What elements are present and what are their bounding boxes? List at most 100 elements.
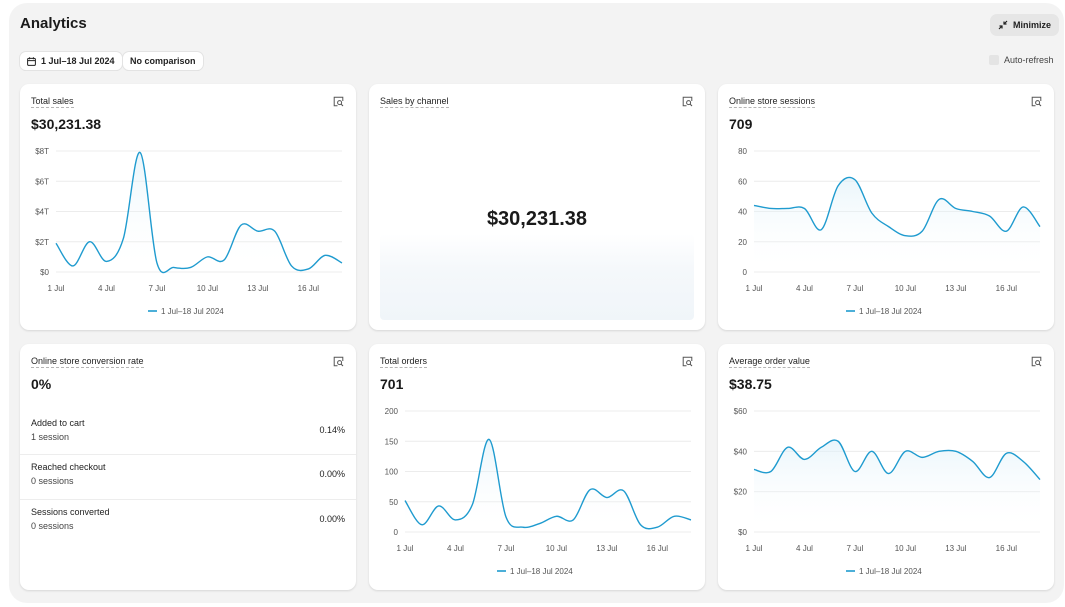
data-point[interactable] bbox=[1019, 457, 1027, 465]
legend-label: 1 Jul–18 Jul 2024 bbox=[161, 307, 224, 316]
data-point[interactable] bbox=[485, 435, 493, 443]
card-value: $38.75 bbox=[729, 376, 772, 392]
data-point[interactable] bbox=[502, 513, 510, 521]
data-point[interactable] bbox=[901, 447, 909, 455]
data-point[interactable] bbox=[435, 502, 443, 510]
data-point[interactable] bbox=[536, 520, 544, 528]
data-point[interactable] bbox=[136, 149, 144, 157]
auto-refresh-toggle[interactable]: Auto-refresh bbox=[989, 55, 1054, 65]
data-point[interactable] bbox=[885, 223, 893, 231]
data-point[interactable] bbox=[418, 521, 426, 529]
data-point[interactable] bbox=[868, 209, 876, 217]
data-point[interactable] bbox=[69, 262, 77, 270]
y-tick-label: $0 bbox=[40, 268, 49, 277]
data-point[interactable] bbox=[321, 251, 329, 259]
data-point[interactable] bbox=[338, 259, 346, 267]
explore-icon[interactable] bbox=[333, 356, 344, 367]
chart-total-sales: $0 $2T $4T $6T $8T 1 Jul 4 Jul 7 Jul 10 Jul 13 Ju… bbox=[35, 147, 346, 316]
data-point[interactable] bbox=[86, 238, 94, 246]
data-point[interactable] bbox=[670, 512, 678, 520]
card-title[interactable]: Average order value bbox=[729, 356, 810, 368]
data-point[interactable] bbox=[237, 221, 245, 229]
data-point[interactable] bbox=[935, 195, 943, 203]
data-point[interactable] bbox=[851, 468, 859, 476]
auto-refresh-checkbox[interactable] bbox=[989, 55, 999, 65]
data-point[interactable] bbox=[952, 204, 960, 212]
data-point[interactable] bbox=[817, 443, 825, 451]
series-line bbox=[753, 439, 1041, 481]
data-point[interactable] bbox=[986, 212, 994, 220]
data-point[interactable] bbox=[203, 253, 211, 261]
card-online-store-sessions: Online store sessions 709 0 20 40 60 80 1 Jul… bbox=[718, 84, 1054, 330]
data-point[interactable] bbox=[271, 227, 279, 235]
data-point[interactable] bbox=[687, 516, 695, 524]
data-point[interactable] bbox=[935, 447, 943, 455]
conversion-row-added-to-cart: Added to cart 1 session 0.14% bbox=[20, 411, 356, 456]
data-point[interactable] bbox=[986, 474, 994, 482]
data-point[interactable] bbox=[1002, 227, 1010, 235]
data-point[interactable] bbox=[767, 204, 775, 212]
card-title[interactable]: Total sales bbox=[31, 96, 74, 108]
data-point[interactable] bbox=[851, 176, 859, 184]
data-point[interactable] bbox=[952, 447, 960, 455]
data-point[interactable] bbox=[401, 497, 409, 505]
data-point[interactable] bbox=[603, 494, 611, 502]
data-point[interactable] bbox=[451, 516, 459, 524]
data-point[interactable] bbox=[767, 468, 775, 476]
comparison-button[interactable]: No comparison bbox=[123, 52, 203, 70]
data-point[interactable] bbox=[901, 232, 909, 240]
data-point[interactable] bbox=[868, 447, 876, 455]
card-title[interactable]: Sales by channel bbox=[380, 96, 449, 108]
data-point[interactable] bbox=[750, 465, 758, 473]
data-point[interactable] bbox=[834, 182, 842, 190]
data-point[interactable] bbox=[552, 512, 560, 520]
data-point[interactable] bbox=[220, 256, 228, 264]
data-point[interactable] bbox=[800, 455, 808, 463]
data-point[interactable] bbox=[119, 235, 127, 243]
data-point[interactable] bbox=[620, 487, 628, 495]
data-point[interactable] bbox=[187, 263, 195, 271]
data-point[interactable] bbox=[817, 226, 825, 234]
data-point[interactable] bbox=[153, 259, 161, 267]
data-point[interactable] bbox=[102, 257, 110, 265]
data-point[interactable] bbox=[1019, 203, 1027, 211]
data-point[interactable] bbox=[304, 265, 312, 273]
x-tick-label: 4 Jul bbox=[98, 284, 115, 293]
minimize-button[interactable]: Minimize bbox=[990, 14, 1060, 36]
data-point[interactable] bbox=[288, 262, 296, 270]
card-title[interactable]: Online store sessions bbox=[729, 96, 816, 108]
data-point[interactable] bbox=[52, 239, 60, 247]
data-point[interactable] bbox=[637, 521, 645, 529]
data-point[interactable] bbox=[784, 443, 792, 451]
data-point[interactable] bbox=[586, 486, 594, 494]
data-point[interactable] bbox=[170, 263, 178, 271]
data-point[interactable] bbox=[969, 208, 977, 216]
series-line bbox=[753, 176, 1041, 237]
x-tick-label: 13 Jul bbox=[945, 544, 967, 553]
data-point[interactable] bbox=[918, 227, 926, 235]
calendar-icon bbox=[27, 56, 36, 66]
data-point[interactable] bbox=[653, 523, 661, 531]
data-point[interactable] bbox=[519, 523, 527, 531]
chart-average-order-value: $0 $20 $40 $60 1 Jul 4 Jul 7 Jul 10 Jul 13 Jul 16… bbox=[734, 407, 1044, 576]
conversion-percent: 0.14% bbox=[319, 425, 345, 435]
data-point[interactable] bbox=[254, 227, 262, 235]
conversion-row-sessions-converted: Sessions converted 0 sessions 0.00% bbox=[20, 499, 356, 545]
data-point[interactable] bbox=[834, 437, 842, 445]
data-point[interactable] bbox=[918, 453, 926, 461]
data-point[interactable] bbox=[750, 201, 758, 209]
data-point[interactable] bbox=[1002, 449, 1010, 457]
x-tick-label: 16 Jul bbox=[996, 544, 1018, 553]
date-range-button[interactable]: 1 Jul–18 Jul 2024 bbox=[20, 52, 122, 70]
data-point[interactable] bbox=[1036, 223, 1044, 231]
data-point[interactable] bbox=[468, 501, 476, 509]
data-point[interactable] bbox=[569, 516, 577, 524]
data-point[interactable] bbox=[1036, 476, 1044, 484]
card-title[interactable]: Total orders bbox=[380, 356, 428, 368]
data-point[interactable] bbox=[885, 470, 893, 478]
card-title[interactable]: Online store conversion rate bbox=[31, 356, 144, 368]
data-point[interactable] bbox=[969, 457, 977, 465]
data-point[interactable] bbox=[800, 204, 808, 212]
explore-icon[interactable] bbox=[682, 96, 693, 107]
data-point[interactable] bbox=[784, 204, 792, 212]
